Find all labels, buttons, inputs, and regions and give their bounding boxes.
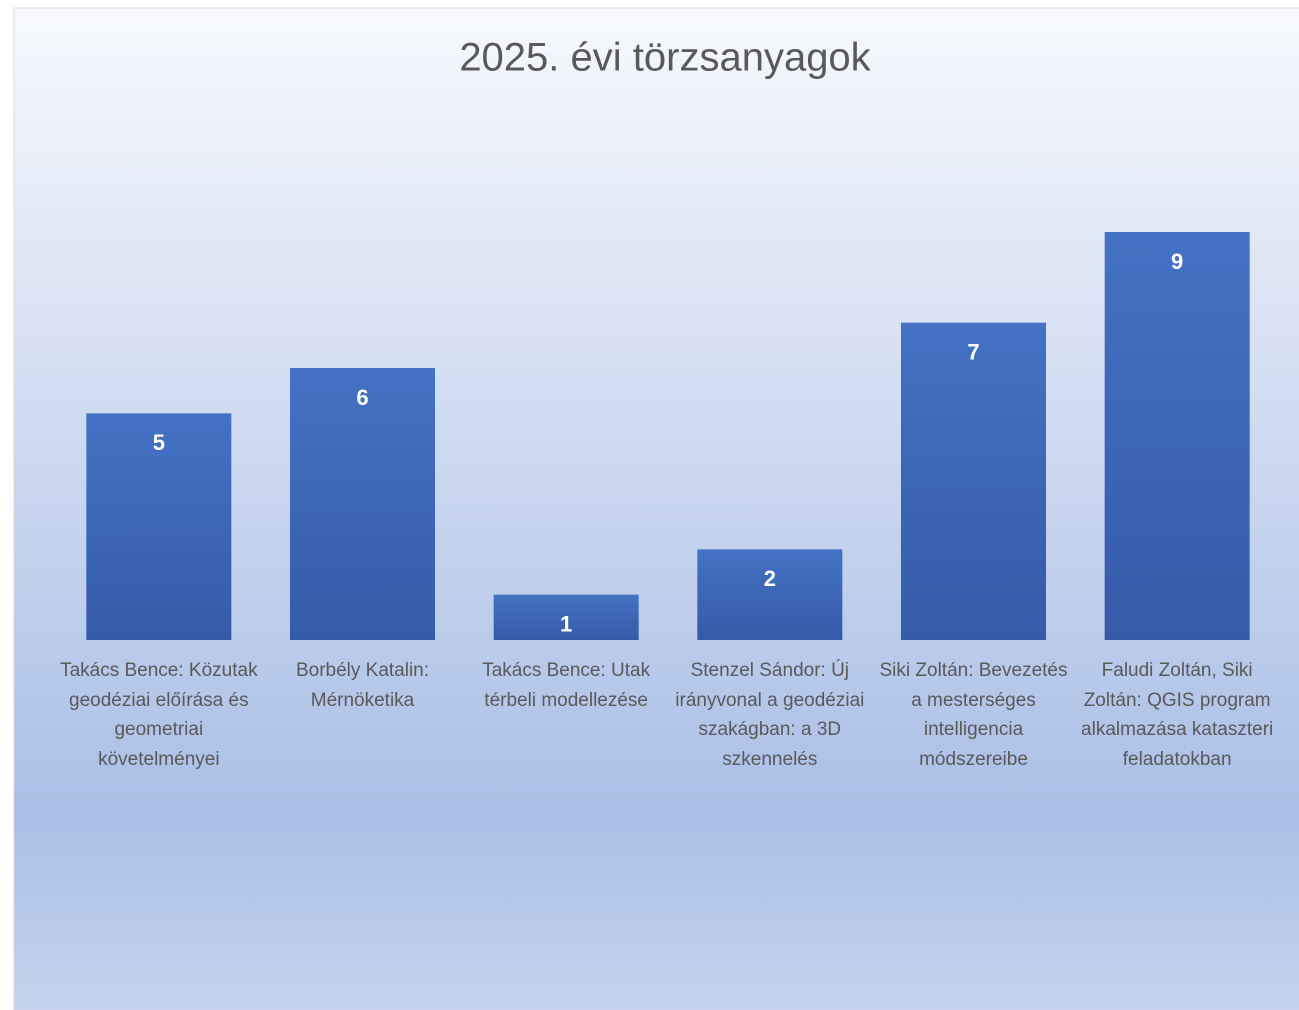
bar: [86, 413, 232, 640]
data-label: 5: [153, 430, 165, 455]
x-tick-label: Borbély Katalin: Mérnöketika: [295, 660, 430, 711]
bar: [697, 549, 843, 640]
data-label: 1: [560, 611, 572, 636]
data-label: 6: [356, 385, 368, 410]
bar: [901, 322, 1046, 640]
bar: [290, 368, 435, 640]
data-label: 2: [764, 566, 776, 591]
x-tick-label: Siki Zoltán: Bevezetés a mesterséges int…: [879, 660, 1068, 770]
x-tick-label: Faludi Zoltán, Siki Zoltán: QGIS program…: [1081, 660, 1274, 770]
bar: [1104, 232, 1250, 640]
data-label: 9: [1171, 249, 1183, 274]
x-tick-label: Takács Bence: Közutak geodéziai előírása…: [60, 660, 258, 770]
x-tick-label: Stenzel Sándor: Új irányvonal a geodézia…: [675, 660, 865, 770]
data-label: 7: [967, 339, 979, 364]
chart-title: 2025. évi törzsanyagok: [459, 36, 871, 80]
bar: [493, 594, 639, 640]
x-tick-label: Takács Bence: Utak térbeli modellezése: [482, 660, 651, 711]
